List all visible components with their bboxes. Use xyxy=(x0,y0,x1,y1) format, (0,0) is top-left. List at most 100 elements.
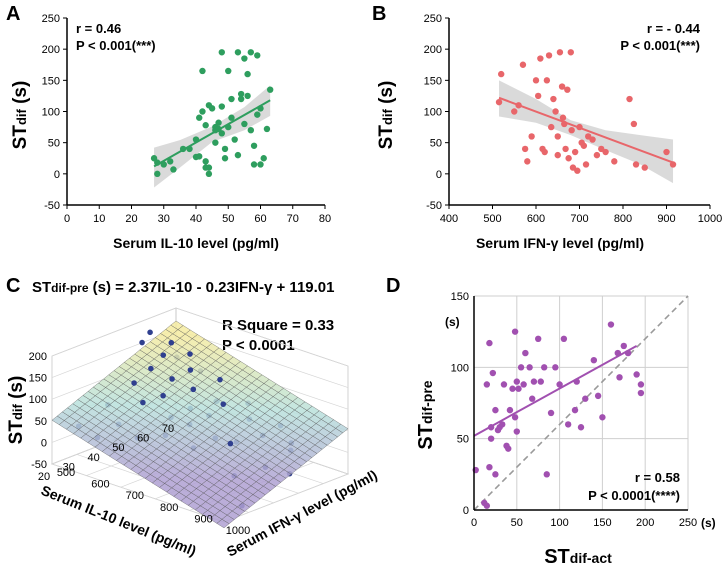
b-point-0 xyxy=(495,98,503,106)
c-ztick-label: 150 xyxy=(29,373,47,385)
a-xtick-label: 40 xyxy=(190,213,202,225)
d-point-14 xyxy=(500,381,508,388)
d-xtick-label: 100 xyxy=(550,517,568,529)
panel-b-xlabel: Serum IFN-γ level (pg/ml) xyxy=(476,235,644,251)
b-point-28 xyxy=(568,127,575,134)
panel-c-p: P < 0.0001 xyxy=(222,337,295,354)
b-ytick-label: 50 xyxy=(430,138,442,150)
c-floor-grid xyxy=(223,473,349,523)
b-point-2 xyxy=(511,108,518,115)
a-point-36 xyxy=(234,49,242,56)
a-point-5 xyxy=(170,166,177,173)
panel-c: C STdif-pre (s) = 2.37IL-10 - 0.23IFN-γ … xyxy=(6,275,380,560)
panel-a-axes: 0 10 20 30 40 50 60 70 80 -50 0 50 100 150 200 250 xyxy=(42,13,331,225)
b-point-37 xyxy=(589,136,596,143)
panel-c-equation: STdif-pre (s) = 2.37IL-10 - 0.23IFN-γ + … xyxy=(32,279,335,296)
panel-c-r2: R Square = 0.33 xyxy=(222,317,334,334)
a-xtick-label: 80 xyxy=(319,213,331,225)
d-xtick-label: 250 xyxy=(679,517,697,529)
d-ytick-label: 50 xyxy=(457,434,469,446)
a-point-29 xyxy=(221,145,229,153)
d-point-32 xyxy=(540,364,548,371)
d-point-52 xyxy=(637,389,645,397)
c-floor-grid xyxy=(51,463,225,523)
b-point-10 xyxy=(537,55,544,62)
panel-d-y-unit: (s) xyxy=(445,315,460,329)
c-xtick-label: 70 xyxy=(162,423,174,435)
panel-a-xlabel: Serum IL-10 level (pg/ml) xyxy=(113,235,279,251)
b-point-46 xyxy=(663,148,670,156)
c-surface-cell xyxy=(335,423,349,434)
a-ytick-label: 50 xyxy=(48,138,60,150)
a-point-30 xyxy=(221,155,229,162)
panel-b-r: r = - 0.44 xyxy=(647,21,701,36)
a-point-40 xyxy=(241,55,248,62)
a-point-6 xyxy=(179,145,187,153)
b-point-30 xyxy=(571,148,579,156)
d-point-21 xyxy=(513,378,520,385)
d-point-48 xyxy=(616,374,623,381)
b-point-25 xyxy=(564,86,571,93)
c-ztick-label: 0 xyxy=(41,437,47,449)
d-point-26 xyxy=(522,349,529,357)
a-point-38 xyxy=(237,90,245,98)
b-point-47 xyxy=(669,161,677,168)
panel-b-letter: B xyxy=(372,3,386,25)
c-point-41 xyxy=(227,440,234,447)
c-point-19 xyxy=(160,352,167,358)
a-point-28 xyxy=(218,130,225,137)
a-point-50 xyxy=(257,105,264,112)
panel-b-confidence-band xyxy=(499,80,674,184)
panel-d-r: r = 0.58 xyxy=(635,470,680,485)
panel-d: D 0 50 100 150 200 250 0 50 100 150 (s) (s) r = 0… xyxy=(386,275,716,568)
d-point-30 xyxy=(535,335,542,342)
b-xtick-label: 800 xyxy=(614,213,632,225)
b-point-22 xyxy=(559,114,567,121)
d-point-3 xyxy=(483,381,491,388)
b-xtick-label: 500 xyxy=(483,213,501,225)
panel-a: A 0 10 20 30 40 50 60 70 80 -50 0 50 100 150 200 250 r … xyxy=(6,3,331,251)
a-point-53 xyxy=(263,125,271,133)
d-xtick-label: 50 xyxy=(511,517,523,529)
b-point-44 xyxy=(632,161,640,168)
a-xtick-label: 70 xyxy=(287,213,299,225)
a-point-37 xyxy=(234,151,242,159)
panel-b-ylabel: STdif (s) xyxy=(376,81,397,150)
panel-d-x-unit: (s) xyxy=(701,516,716,530)
d-point-6 xyxy=(487,424,495,431)
b-point-24 xyxy=(562,145,569,153)
d-point-34 xyxy=(547,409,555,417)
c-point-29 xyxy=(217,376,223,383)
c-ytick-label: 1000 xyxy=(226,525,250,537)
b-ytick-label: 100 xyxy=(424,107,442,119)
d-point-19 xyxy=(511,328,519,335)
d-point-22 xyxy=(513,428,520,435)
d-point-10 xyxy=(492,471,499,478)
b-xtick-label: 400 xyxy=(440,213,458,225)
panel-a-r: r = 0.46 xyxy=(76,21,121,36)
d-point-28 xyxy=(529,395,536,402)
b-point-38 xyxy=(593,151,601,159)
a-ytick-label: 250 xyxy=(42,13,60,25)
a-point-49 xyxy=(254,111,261,118)
panel-a-confidence-band xyxy=(154,85,271,188)
b-ytick-label: 200 xyxy=(424,44,442,56)
a-point-52 xyxy=(260,155,267,162)
a-point-41 xyxy=(241,120,248,128)
d-point-25 xyxy=(520,381,527,388)
a-ytick-label: 200 xyxy=(42,44,60,56)
c-ytick-label: 600 xyxy=(91,479,109,491)
panel-c-points-front xyxy=(131,329,234,447)
a-point-10 xyxy=(196,153,203,160)
a-point-47 xyxy=(250,161,258,168)
d-point-42 xyxy=(582,395,589,402)
b-point-21 xyxy=(558,83,566,90)
d-point-53 xyxy=(637,381,645,388)
d-point-24 xyxy=(517,364,525,371)
b-point-40 xyxy=(602,148,609,156)
a-ytick-label: 0 xyxy=(54,169,60,181)
a-point-23 xyxy=(212,139,219,146)
b-point-8 xyxy=(532,77,540,84)
d-point-46 xyxy=(607,321,615,328)
a-point-4 xyxy=(167,158,174,165)
